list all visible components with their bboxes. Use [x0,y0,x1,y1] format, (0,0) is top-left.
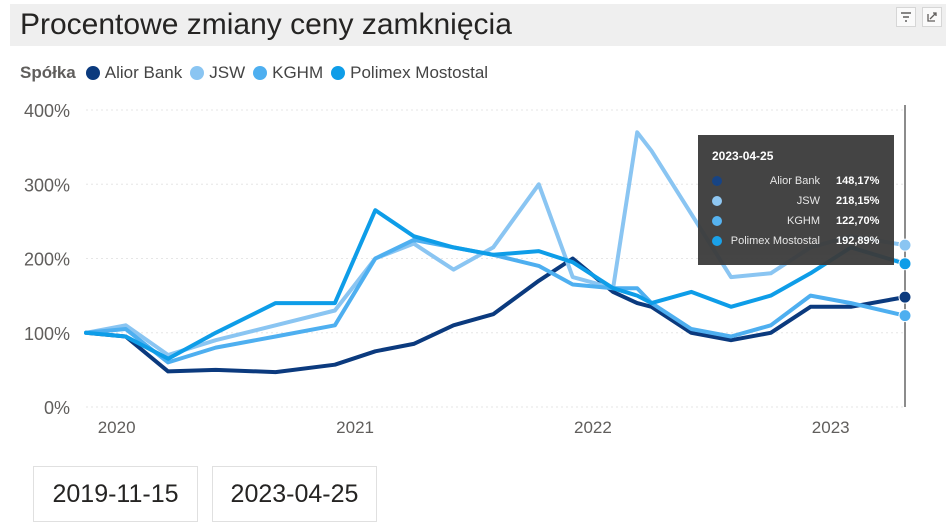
tooltip-row: JSW 218,15% [712,191,882,211]
series-line-kghm [84,237,907,365]
legend-dot [331,66,346,80]
title-bar: Procentowe zmiany ceny zamknięcia [10,4,946,46]
tooltip-series-value: 192,89% [836,235,880,247]
line-chart[interactable]: 0% 100% 200% 300% 400% 2020 2021 2022 2023 [0,95,948,445]
tooltip-series-value: 148,17% [836,175,880,187]
legend-item-polimex[interactable]: Polimex Mostostal [331,63,488,83]
tooltip-row: Polimex Mostostal 192,89% [712,231,882,251]
x-tick-label: 2021 [336,418,374,437]
hover-marker [898,257,912,271]
tooltip-dot [712,236,722,246]
legend-dot [190,66,205,80]
y-tick-label: 0% [44,398,70,418]
chart-legend: Spółka Alior Bank JSW KGHM Polimex Mosto… [20,62,496,84]
legend-label: Polimex Mostostal [350,63,489,82]
series-line-polimex-mostostal [84,208,907,361]
tooltip-series-value: 218,15% [836,195,880,207]
tooltip-date: 2023-04-25 [712,149,774,163]
tooltip-dot [712,216,722,226]
series-line-jsw [84,130,907,357]
legend-item-alior-bank[interactable]: Alior Bank [85,63,183,83]
x-tick-label: 2022 [574,418,612,437]
hover-marker [898,238,912,252]
legend-label: JSW [209,63,246,82]
x-tick-label: 2020 [98,418,136,437]
legend-dot [253,66,268,80]
chart-tooltip: 2023-04-25 Alior Bank 148,17% JSW 218,15% … [698,135,894,265]
filter-icon[interactable] [896,7,916,27]
legend-dot [85,66,100,80]
legend-item-kghm[interactable]: KGHM [253,63,323,83]
legend-label: Alior Bank [104,63,183,82]
legend-title: Spółka [20,63,76,82]
tooltip-series-name: Alior Bank [769,175,820,187]
tooltip-series-value: 122,70% [836,215,880,227]
tooltip-series-name: JSW [796,195,820,207]
slicer-start-date[interactable]: 2019-11-15 [33,466,198,522]
tooltip-dot [712,196,722,206]
y-tick-label: 300% [24,175,70,195]
tooltip-row: KGHM 122,70% [712,211,882,231]
slicer-end-date[interactable]: 2023-04-25 [212,466,377,522]
tooltip-series-name: KGHM [787,215,820,227]
y-tick-label: 200% [24,250,70,270]
tooltip-dot [712,176,722,186]
y-tick-label: 100% [24,324,70,344]
tooltip-series-name: Polimex Mostostal [730,235,820,247]
hover-marker [898,290,912,304]
tooltip-row: Alior Bank 148,17% [712,171,882,191]
legend-item-jsw[interactable]: JSW [190,63,245,83]
visual-title: Procentowe zmiany ceny zamknięcia [20,8,512,41]
series-line-alior-bank [84,256,907,375]
x-tick-label: 2023 [812,418,850,437]
focus-mode-icon[interactable] [922,7,942,27]
hover-marker [898,309,912,323]
y-tick-label: 400% [24,101,70,121]
legend-label: KGHM [272,63,324,82]
